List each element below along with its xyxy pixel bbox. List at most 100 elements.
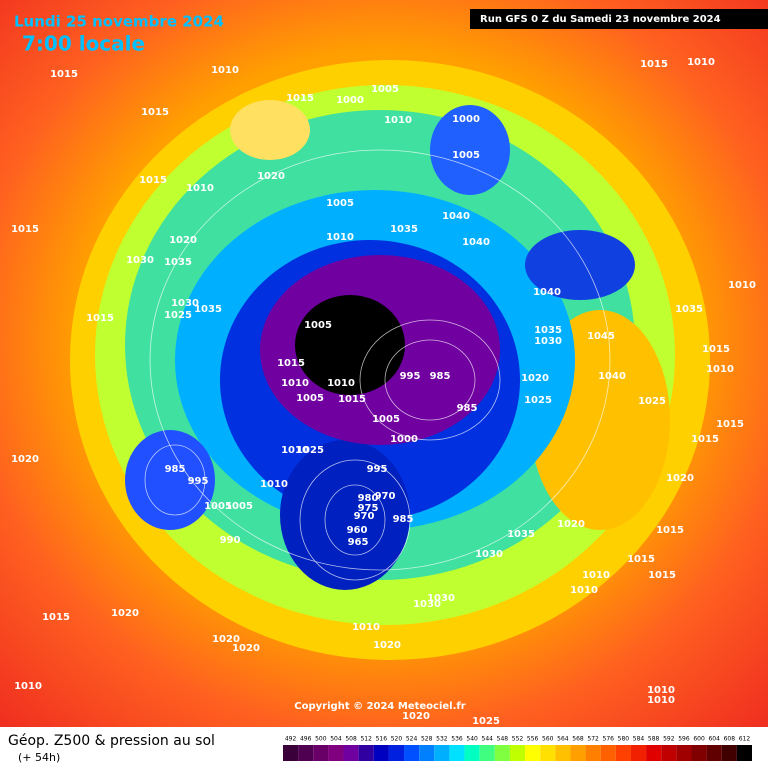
scale-cell — [343, 745, 359, 761]
scale-label: 536 — [451, 736, 463, 743]
scale-cell — [494, 745, 510, 761]
isobar-label: 1015 — [338, 394, 366, 405]
scale-label: 548 — [497, 736, 509, 743]
isobar-label: 960 — [347, 525, 368, 536]
scale-label: 552 — [512, 736, 524, 743]
isobar-label: 985 — [430, 371, 451, 382]
isobar-label: 1010 — [706, 364, 734, 375]
isobar-label: 1010 — [570, 585, 598, 596]
isobar-label: 1030 — [126, 255, 154, 266]
scale-cell — [358, 745, 374, 761]
low-east — [525, 230, 635, 300]
isobar-label: 1005 — [225, 501, 253, 512]
scale-label: 604 — [708, 736, 720, 743]
isobar-label: 1005 — [304, 320, 332, 331]
scale-cell — [661, 745, 677, 761]
scale-label: 564 — [557, 736, 569, 743]
isobar-label: 1010 — [352, 622, 380, 633]
scale-label: 500 — [315, 736, 327, 743]
scale-cell — [646, 745, 662, 761]
isobar-label: 1020 — [212, 634, 240, 645]
scale-cell — [585, 745, 601, 761]
isobar-label: 1005 — [326, 198, 354, 209]
isobar-label: 1030 — [413, 599, 441, 610]
isobar-label: 1015 — [691, 434, 719, 445]
isobar-label: 1020 — [521, 373, 549, 384]
isobar-label: 1005 — [371, 84, 399, 95]
scale-cell — [328, 745, 344, 761]
isobar-label: 1020 — [557, 519, 585, 530]
isobars — [144, 149, 611, 581]
scale-label: 568 — [572, 736, 584, 743]
scale-cell — [555, 745, 571, 761]
scale-label: 584 — [633, 736, 645, 743]
scale-cell — [615, 745, 631, 761]
scale-label: 492 — [285, 736, 297, 743]
scale-cell — [464, 745, 480, 761]
isobar-label: 1015 — [42, 612, 70, 623]
isobar-label: 1005 — [204, 501, 232, 512]
isobar-label: 965 — [348, 537, 369, 548]
scale-label: 516 — [376, 736, 388, 743]
run: Run GFS 0 Z du Samedi 23 novembre 2024 — [480, 14, 721, 25]
isobar-label: 1015 — [702, 344, 730, 355]
scale-cell — [388, 745, 405, 761]
isobar-label: 1000 — [452, 114, 480, 125]
isobar-label: 1020 — [111, 608, 139, 619]
isobar-label: 1015 — [277, 358, 305, 369]
low-atlantic — [280, 440, 410, 590]
isobar-label: 1010 — [647, 695, 675, 706]
scale-cell — [509, 745, 526, 761]
run-box — [470, 9, 768, 29]
time: 7:00 locale — [22, 32, 145, 56]
isobar-label: 1030 — [534, 336, 562, 347]
scale-cell — [691, 745, 707, 761]
isobar-label: 1000 — [336, 95, 364, 106]
isobar-label: 1010 — [281, 378, 309, 389]
isobar-label: 1000 — [390, 434, 418, 445]
isobar-label: 970 — [354, 511, 375, 522]
isobar-label: 1015 — [139, 175, 167, 186]
scale-cell — [373, 745, 389, 761]
scale-label: 540 — [466, 736, 478, 743]
scale-cell — [540, 745, 556, 761]
scale-label: 596 — [678, 736, 690, 743]
isobar-label: 1015 — [656, 525, 684, 536]
copyright: Copyright © 2024 Meteociel.fr — [294, 701, 465, 712]
isobar-label: 1010 — [582, 570, 610, 581]
isobar-labels: 1015 1010 1015 1015 1000 1005 1010 1000 1005 1015… — [11, 57, 756, 727]
scale-label: 580 — [618, 736, 630, 743]
scale-label: 556 — [527, 736, 539, 743]
isobar-label: 1010 — [384, 115, 412, 126]
legend-subtitle: (+ 54h) — [18, 751, 60, 764]
scale-label: 560 — [542, 736, 554, 743]
scale-cell — [419, 745, 435, 761]
isobar-label: 970 — [375, 491, 396, 502]
date: Lundi 25 novembre 2024 — [14, 13, 224, 31]
scale-cell — [404, 745, 420, 761]
scale-label: 532 — [436, 736, 448, 743]
scale-label: 592 — [663, 736, 675, 743]
scale-cell — [313, 745, 329, 761]
scale-label: 600 — [693, 736, 705, 743]
isobar-label: 1010 — [14, 681, 42, 692]
scale-label: 612 — [739, 736, 751, 743]
isobar-label: 1005 — [296, 393, 324, 404]
isobar-label: 1025 — [164, 310, 192, 321]
isobar-label: 985 — [393, 514, 414, 525]
isobar-label: 1010 — [211, 65, 239, 76]
isobar-label: 1025 — [296, 445, 324, 456]
isobar-label: 1010 — [647, 685, 675, 696]
isobar-label: 1010 — [687, 57, 715, 68]
isobar-label: 1015 — [86, 313, 114, 324]
scale-label: 524 — [406, 736, 418, 743]
isobar-label: 1010 — [728, 280, 756, 291]
isobar-label: 1020 — [373, 640, 401, 651]
isobar-label: 1015 — [11, 224, 39, 235]
scale-cell — [600, 745, 616, 761]
scale-cell — [736, 745, 752, 761]
isobar-label: 1020 — [666, 473, 694, 484]
isobar-label: 990 — [220, 535, 241, 546]
isobar-label: 980 — [358, 493, 379, 504]
